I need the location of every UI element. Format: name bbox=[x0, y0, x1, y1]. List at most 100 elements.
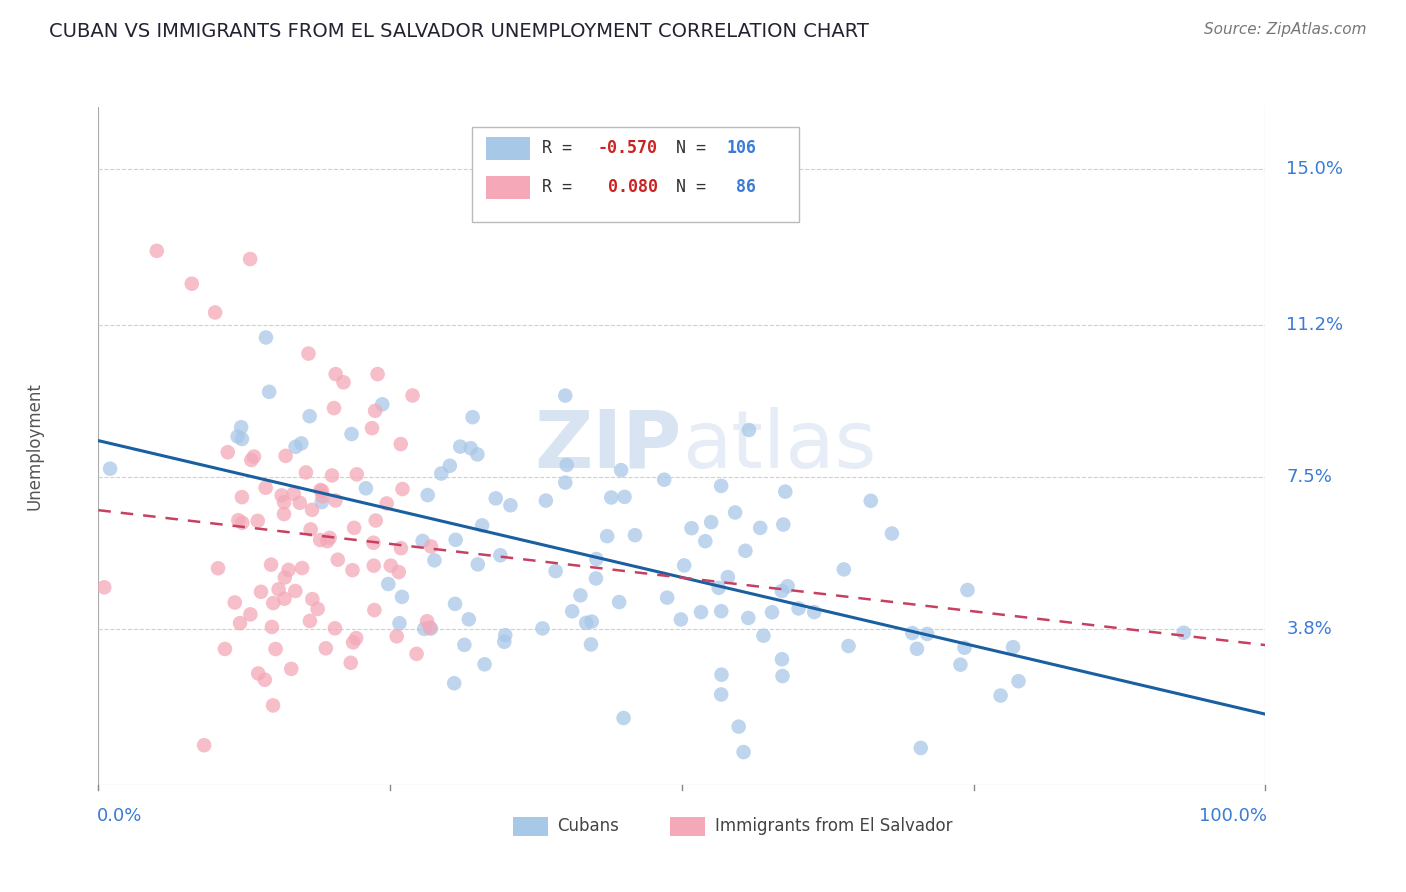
Point bbox=[363, 535, 385, 549]
Point bbox=[724, 506, 747, 520]
Text: Immigrants from El Salvador: Immigrants from El Salvador bbox=[714, 817, 952, 835]
Point bbox=[239, 607, 262, 622]
Point bbox=[915, 627, 938, 641]
Text: 3.8%: 3.8% bbox=[1286, 620, 1331, 638]
Point bbox=[405, 647, 427, 661]
Point bbox=[307, 602, 329, 616]
Point bbox=[204, 305, 226, 319]
Point bbox=[575, 615, 598, 630]
Point bbox=[267, 582, 290, 597]
Point bbox=[494, 628, 516, 642]
Point bbox=[905, 641, 928, 656]
Point bbox=[460, 441, 482, 455]
Point bbox=[624, 528, 647, 542]
Text: Unemployment: Unemployment bbox=[25, 382, 44, 510]
Point bbox=[613, 711, 636, 725]
Point bbox=[354, 481, 377, 495]
Bar bbox=[486, 177, 530, 199]
Point bbox=[339, 656, 361, 670]
Point bbox=[430, 467, 453, 481]
Point bbox=[298, 409, 321, 424]
Point bbox=[585, 571, 607, 585]
Point bbox=[910, 741, 932, 756]
Point bbox=[253, 673, 276, 687]
Point bbox=[325, 367, 347, 381]
Text: 106: 106 bbox=[727, 139, 756, 157]
Point bbox=[385, 629, 408, 643]
Point bbox=[1007, 674, 1029, 689]
Point bbox=[274, 449, 297, 463]
Point bbox=[569, 588, 592, 602]
Point bbox=[717, 570, 740, 584]
Text: R =: R = bbox=[541, 178, 582, 196]
Point bbox=[391, 590, 413, 604]
Point bbox=[733, 745, 755, 759]
Bar bbox=[486, 136, 530, 160]
Point bbox=[380, 558, 402, 573]
Point bbox=[231, 432, 253, 446]
Point bbox=[734, 543, 756, 558]
Point bbox=[260, 620, 283, 634]
Point bbox=[280, 662, 302, 676]
Point bbox=[311, 489, 333, 503]
Point bbox=[284, 440, 307, 454]
Point bbox=[534, 493, 557, 508]
Point bbox=[727, 720, 749, 734]
Point bbox=[226, 429, 249, 443]
Point bbox=[652, 473, 675, 487]
Point bbox=[311, 495, 333, 509]
Point bbox=[298, 614, 321, 628]
Point bbox=[342, 563, 364, 577]
Point bbox=[254, 481, 277, 495]
Point bbox=[260, 558, 283, 572]
Point bbox=[423, 553, 446, 567]
Point bbox=[257, 384, 280, 399]
Bar bbox=[671, 817, 706, 836]
Point bbox=[301, 503, 323, 517]
Point bbox=[444, 597, 467, 611]
Point bbox=[93, 580, 115, 594]
Bar bbox=[513, 817, 548, 836]
Point bbox=[613, 490, 636, 504]
Text: Cubans: Cubans bbox=[557, 817, 619, 835]
Text: R =: R = bbox=[541, 139, 582, 157]
Point bbox=[474, 657, 496, 672]
Point bbox=[315, 641, 337, 656]
Point bbox=[363, 558, 385, 573]
Point bbox=[990, 689, 1012, 703]
Text: atlas: atlas bbox=[682, 407, 876, 485]
Point bbox=[444, 533, 467, 547]
Text: 100.0%: 100.0% bbox=[1198, 806, 1267, 824]
Point bbox=[274, 570, 297, 584]
Point bbox=[391, 482, 413, 496]
Point bbox=[555, 458, 578, 472]
Text: 11.2%: 11.2% bbox=[1286, 316, 1344, 334]
Point bbox=[243, 450, 266, 464]
Point bbox=[343, 521, 366, 535]
Point bbox=[416, 614, 439, 628]
Point bbox=[494, 634, 516, 648]
Point bbox=[416, 488, 439, 502]
Point bbox=[146, 244, 169, 258]
Point bbox=[600, 491, 623, 505]
Point bbox=[193, 738, 215, 752]
Point bbox=[273, 495, 295, 509]
Point bbox=[775, 484, 797, 499]
Point bbox=[420, 540, 443, 554]
Point bbox=[318, 531, 340, 545]
Text: 15.0%: 15.0% bbox=[1286, 160, 1343, 178]
Point bbox=[803, 605, 825, 619]
Point bbox=[579, 637, 602, 651]
Point bbox=[710, 688, 733, 702]
Point bbox=[388, 565, 411, 579]
Point bbox=[290, 436, 312, 450]
Text: CUBAN VS IMMIGRANTS FROM EL SALVADOR UNEMPLOYMENT CORRELATION CHART: CUBAN VS IMMIGRANTS FROM EL SALVADOR UNE… bbox=[49, 22, 869, 41]
Text: ZIP: ZIP bbox=[534, 407, 682, 485]
Point bbox=[224, 595, 246, 609]
Point bbox=[295, 466, 318, 480]
Point bbox=[214, 642, 236, 657]
Point bbox=[695, 534, 717, 549]
Point bbox=[291, 561, 314, 575]
Point bbox=[710, 667, 733, 681]
Point bbox=[346, 467, 368, 482]
